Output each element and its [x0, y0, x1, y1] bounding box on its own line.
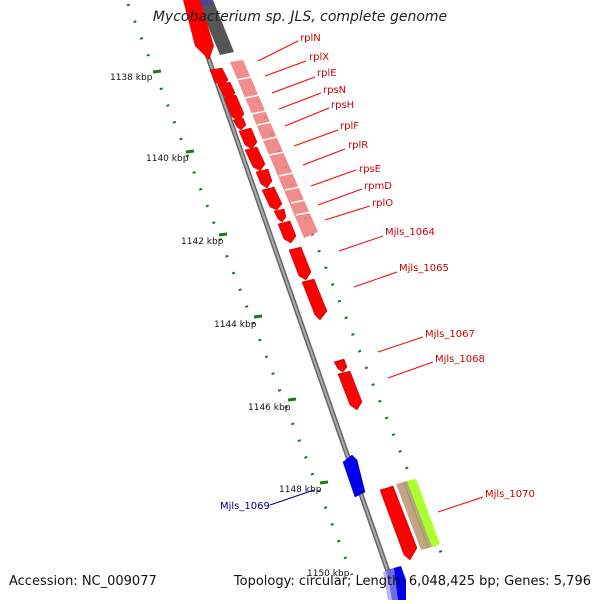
- gene-label-mjls-1070[interactable]: Mjls_1070: [485, 489, 535, 500]
- gene-label-rplR[interactable]: rplR: [348, 140, 368, 151]
- gene-label-rpsN[interactable]: rpsN: [323, 85, 346, 96]
- genome-title: Mycobacterium sp. JLS, complete genome: [152, 9, 448, 25]
- gene-arrow[interactable]: [261, 186, 283, 211]
- scale-track-outer: [126, 3, 354, 576]
- gene-arrow[interactable]: [277, 220, 297, 244]
- kbp-label: 1140 kbp: [146, 154, 189, 164]
- mjls-1070-band[interactable]: [396, 479, 440, 550]
- gene-label-rplN[interactable]: rplN: [300, 33, 321, 44]
- backbone: [185, 0, 401, 601]
- gene-arrow[interactable]: [333, 358, 348, 373]
- gene-label-mjls-1068[interactable]: Mjls_1068: [435, 354, 485, 365]
- reverse-genes[interactable]: [342, 454, 406, 600]
- kbp-label: 1148 kbp: [279, 485, 322, 495]
- kbp-label: 1138 kbp: [110, 73, 153, 83]
- gene-label-rplF[interactable]: rplF: [340, 121, 359, 132]
- gene-arrow[interactable]: [244, 146, 266, 172]
- kbp-label: 1142 kbp: [181, 237, 224, 247]
- kbp-label-group: 1138 kbp 1140 kbp 1142 kbp 1144 kbp 1146…: [110, 73, 350, 579]
- gene-arrow-blue[interactable]: [342, 454, 366, 498]
- gene-label-rpsE[interactable]: rpsE: [359, 164, 381, 175]
- gene-arrow[interactable]: [288, 246, 312, 281]
- gene-label-rpsH[interactable]: rpsH: [331, 100, 354, 111]
- gene-label-mjls-1067[interactable]: Mjls_1067: [425, 329, 475, 340]
- gene-arrow[interactable]: [301, 278, 328, 321]
- gene-label-mjls-1064[interactable]: Mjls_1064: [385, 227, 435, 238]
- label-leaders-red: [257, 40, 484, 513]
- gene-label-mjls-1065[interactable]: Mjls_1065: [399, 263, 449, 274]
- gene-label-rpmD[interactable]: rpmD: [364, 181, 392, 192]
- gene-arrow[interactable]: [379, 485, 418, 561]
- gene-arrow[interactable]: [273, 208, 287, 223]
- accession-text: Accession: NC_009077: [9, 574, 157, 589]
- kbp-ticks: [152, 69, 329, 485]
- gene-arrow[interactable]: [238, 127, 258, 150]
- ribosomal-band[interactable]: [230, 60, 318, 238]
- forward-genes[interactable]: [209, 67, 418, 561]
- gene-label-rplE[interactable]: rplE: [317, 68, 337, 79]
- kbp-label: 1144 kbp: [214, 320, 257, 330]
- gene-arrow[interactable]: [255, 168, 273, 189]
- kbp-label: 1150 kbp: [307, 569, 350, 579]
- top-genes[interactable]: [183, 0, 234, 60]
- label-leader-blue: [269, 489, 315, 506]
- kbp-label: 1146 kbp: [248, 403, 291, 413]
- gene-arrow[interactable]: [337, 370, 363, 411]
- gene-label-rplX[interactable]: rplX: [309, 52, 329, 63]
- genome-summary-text: Topology: circular; Length: 6,048,425 bp…: [233, 574, 591, 589]
- gene-label-rplO[interactable]: rplO: [372, 198, 393, 209]
- gene-label-mjls-1069[interactable]: Mjls_1069: [220, 501, 270, 512]
- gene-arrow[interactable]: [223, 94, 245, 122]
- gene-arrow[interactable]: [232, 117, 247, 131]
